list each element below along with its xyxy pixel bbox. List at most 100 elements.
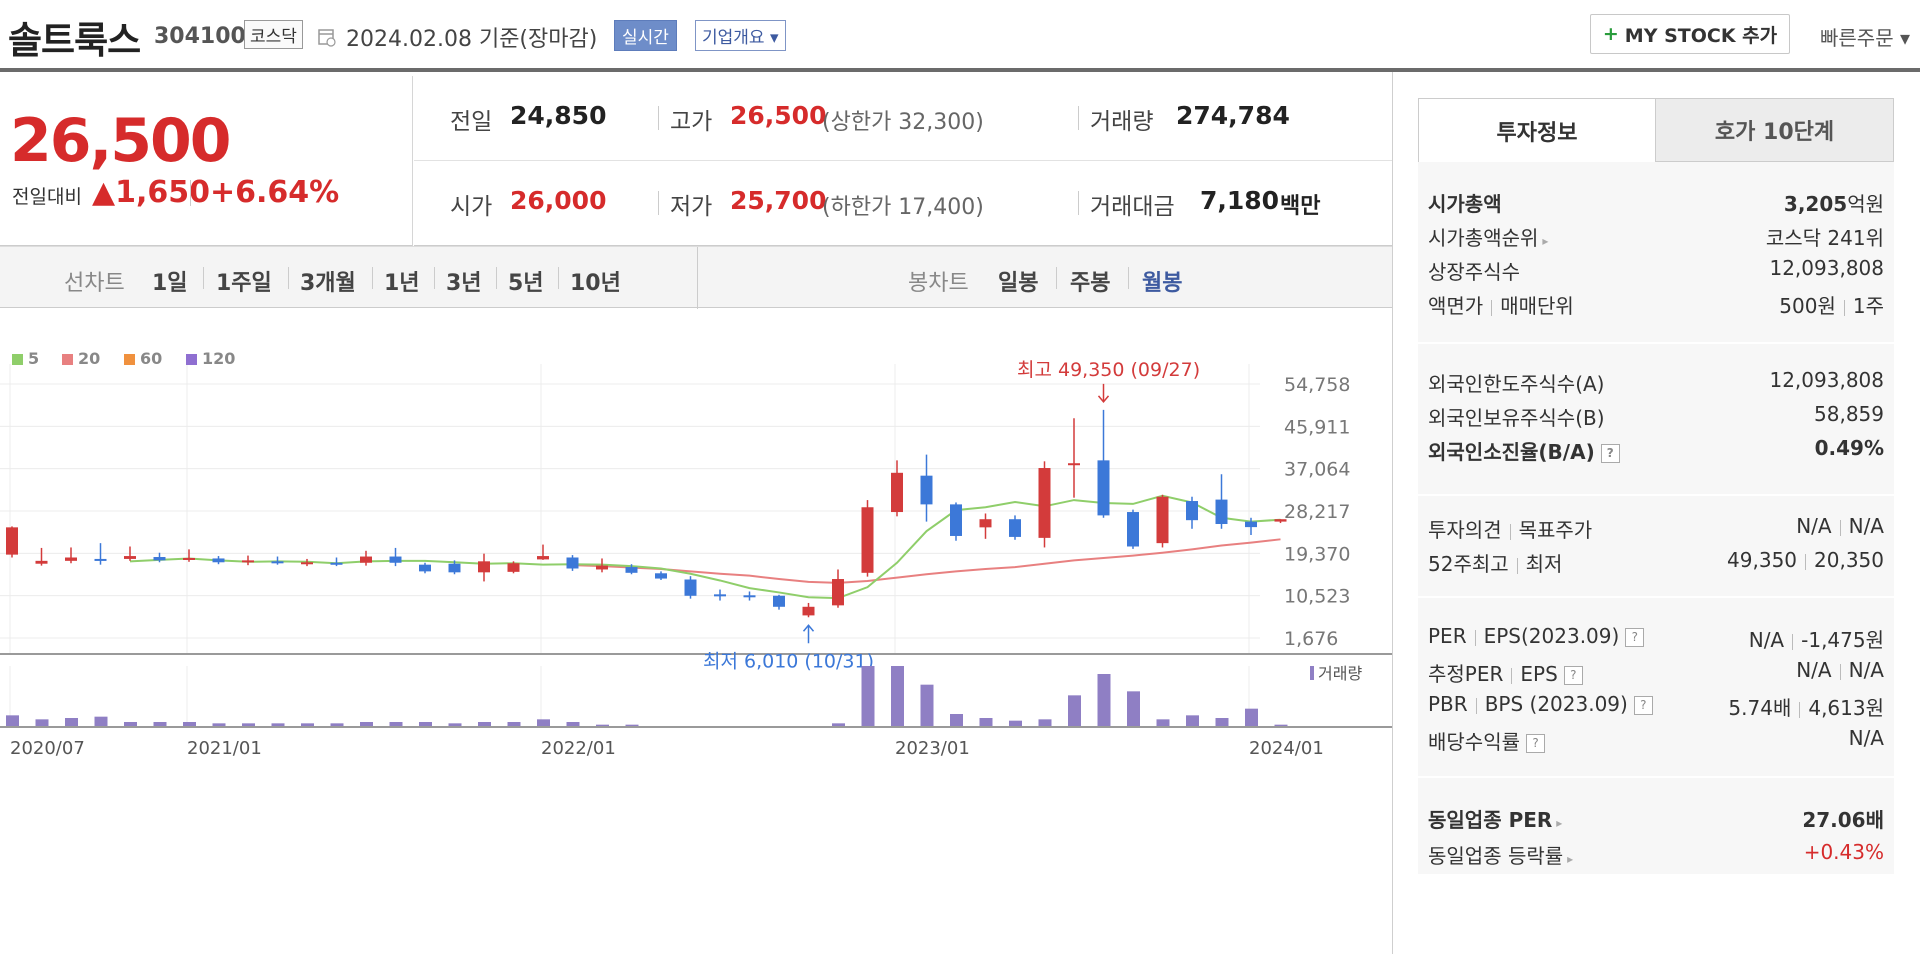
invest-row-figure: 58,859 (1814, 402, 1884, 426)
invest-row: PER EPS(2023.09)? N/A -1,475원 (1428, 624, 1884, 654)
high-arrow-head (1097, 395, 1110, 404)
period-1y[interactable]: 1년 (384, 271, 420, 296)
price-chart: 5 20 60 120 54,758 45,911 37,064 28,217 19,370 1… (0, 349, 1392, 759)
volume-bar (861, 666, 875, 726)
volume-bar (1245, 708, 1258, 726)
invest-row-figure: 1주 (1852, 294, 1884, 318)
divider (1056, 267, 1057, 289)
divider (203, 267, 204, 289)
volume-bar (360, 722, 373, 726)
candle-body (802, 606, 815, 616)
invest-row: PBR BPS (2023.09)? 5.74배 4,613원 (1428, 692, 1884, 722)
invest-row-value: 12,093,808 (1769, 256, 1884, 280)
invest-row-label: 동일업종 등락률 (1428, 844, 1564, 868)
chart-period-bar: 선차트 1일 1주일 3개월 1년 3년 5년 10년 봉차트 일봉 주봉 월봉 (0, 246, 1392, 309)
y-axis-labels: 54,758 45,911 37,064 28,217 19,370 10,523 1,67… (1284, 374, 1350, 650)
tab-invest-info[interactable]: 투자정보 (1418, 98, 1656, 162)
invest-row-value: 코스닥 241위 (1766, 222, 1884, 251)
candle-body (1156, 496, 1169, 544)
volume-bar (183, 722, 196, 726)
invest-row-key[interactable]: 동일업종 PER ▸ (1428, 804, 1562, 833)
candle-body (301, 562, 313, 565)
volume-bar (478, 722, 491, 726)
volume-label: 거래량 (1090, 109, 1154, 135)
candle-weekly[interactable]: 주봉 (1070, 271, 1111, 296)
y-tick-label: 37,064 (1284, 459, 1350, 481)
invest-row-label: 최저 (1525, 552, 1563, 576)
help-icon[interactable]: ? (1633, 696, 1653, 715)
ma20-polyline (572, 538, 1281, 584)
invest-row-label: 배당수익률 (1428, 730, 1520, 754)
quick-order-dropdown[interactable]: 빠른주문 ▾ (1820, 26, 1910, 50)
volume-bar (1068, 695, 1081, 726)
help-icon[interactable]: ? (1625, 628, 1645, 647)
invest-row-value: N/A (1849, 726, 1884, 750)
period-1d[interactable]: 1일 (152, 271, 188, 296)
invest-row-key[interactable]: 시가총액순위 ▸ (1428, 222, 1548, 251)
help-icon[interactable]: ? (1563, 666, 1583, 685)
candle-body (478, 561, 490, 573)
tab-orderbook-10[interactable]: 호가 10단계 (1656, 98, 1894, 162)
invest-row-figure: N/A (1848, 658, 1884, 682)
period-1w[interactable]: 1주일 (216, 271, 272, 296)
invest-row: 동일업종 PER ▸ 27.06배 (1428, 804, 1884, 834)
invest-row-value: 0.49% (1815, 436, 1884, 460)
line-chart-label: 선차트 (64, 271, 125, 296)
candle-body (419, 564, 431, 572)
divider (1511, 667, 1513, 684)
y-tick-label: 28,217 (1284, 501, 1350, 523)
candle-body (212, 558, 225, 563)
divider (1474, 629, 1476, 646)
period-5y[interactable]: 5년 (508, 271, 544, 296)
base-date: 2024.02.08 기준(장마감) (346, 27, 598, 52)
candle-body (1097, 460, 1110, 516)
invest-row-value: N/A -1,475원 (1749, 624, 1884, 653)
candle-body (596, 565, 608, 570)
divider (1516, 557, 1518, 574)
legend-label: 60 (140, 349, 162, 368)
invest-row-label: BPS (2023.09) (1484, 692, 1628, 716)
candle-body (330, 562, 343, 565)
invest-row-label: EPS(2023.09) (1483, 624, 1620, 648)
help-icon[interactable]: ? (1526, 734, 1545, 753)
current-price-panel: 26,500 전일대비 ▲1,650 +6.64% (0, 76, 413, 246)
period-10y[interactable]: 10년 (570, 271, 621, 296)
invest-row-key: 외국인소진율(B/A)? (1428, 436, 1620, 465)
candle-body (1068, 463, 1080, 466)
invest-row-key: PER EPS(2023.09)? (1428, 624, 1645, 648)
company-overview-dropdown[interactable]: 기업개요 ▾ (695, 20, 786, 51)
divider (434, 267, 435, 289)
invest-row-key[interactable]: 동일업종 등락률 ▸ (1428, 840, 1573, 869)
candle-body (6, 527, 18, 555)
period-3y[interactable]: 3년 (446, 271, 482, 296)
x-tick-label: 2022/01 (541, 738, 616, 759)
invest-row-figure: N/A (1848, 514, 1884, 538)
period-3m[interactable]: 3개월 (300, 271, 356, 296)
volume-bar (124, 722, 137, 726)
candles (6, 409, 1287, 618)
current-price: 26,500 (10, 106, 232, 176)
help-icon[interactable]: ? (1600, 444, 1620, 463)
add-my-stock-button[interactable]: + MY STOCK 추가 (1590, 14, 1790, 54)
invest-row-key: 상장주식수 (1428, 256, 1520, 285)
volume-bar (419, 722, 432, 726)
divider (1128, 267, 1129, 289)
invest-row-label: 목표주가 (1518, 518, 1593, 542)
volume-bar (891, 666, 904, 726)
invest-row-value: 500원 1주 (1779, 290, 1884, 319)
volume-value: 274,784 (1176, 101, 1290, 130)
volume-legend-label: 거래량 (1318, 664, 1362, 683)
legend-swatch (12, 354, 23, 365)
candle-monthly[interactable]: 월봉 (1142, 271, 1183, 296)
realtime-button[interactable]: 실시간 (614, 20, 677, 51)
divider (372, 267, 373, 289)
invest-row-label: 시가총액순위 (1428, 226, 1539, 250)
high-value: 26,500 (730, 101, 827, 130)
volume-bar (979, 718, 993, 726)
invest-row-figure: 49,350 (1727, 548, 1798, 572)
invest-row: 시가총액순위 ▸ 코스닥 241위 (1428, 222, 1884, 252)
legend-swatch (124, 354, 135, 365)
volume-bar (625, 724, 639, 726)
candle-daily[interactable]: 일봉 (998, 271, 1039, 296)
candle-body (35, 560, 48, 564)
